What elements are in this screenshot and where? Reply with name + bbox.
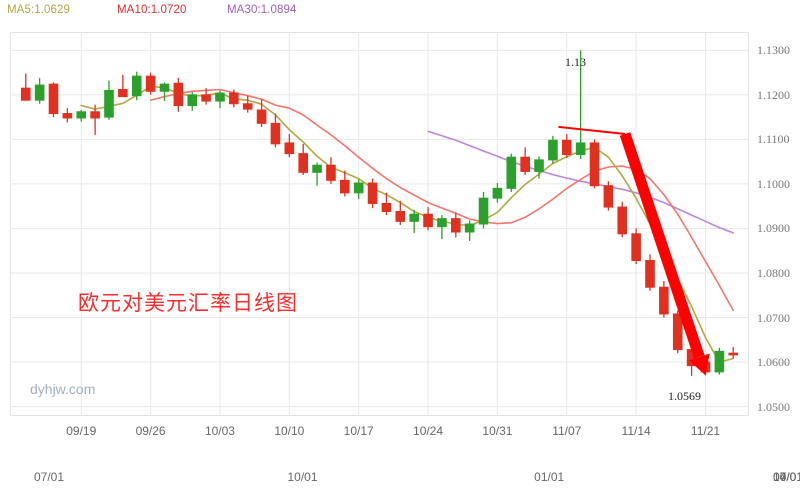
arrow-head [688,353,710,376]
y-axis-tick-label: 1.1000 [757,176,790,191]
candle [187,92,198,111]
candle [423,207,433,231]
y-axis-tick-label: 1.1300 [757,43,790,58]
candle [631,228,641,265]
chart-title: 欧元对美元汇率日线图 [78,291,298,315]
candle [645,254,655,291]
navigator-tick-label: 10/01 [287,470,318,484]
candle [450,212,461,238]
low-price-annotation: 1.0569 [668,389,701,403]
candle [478,191,489,229]
candle [284,134,295,158]
candle [506,153,517,192]
candle [90,104,100,135]
navigator-tick-label: 07/01 [33,470,65,484]
x-axis-tick-label: 11/07 [552,424,582,438]
candle [409,209,419,233]
candle [575,50,586,159]
ma30-legend-label: MA30:1.0894 [227,4,297,16]
candle [298,143,309,176]
candle [589,139,600,189]
candle-series [20,50,739,376]
candle [118,74,128,98]
navigator-tick-label: 10/01 [772,470,800,484]
trend-arrow [558,125,710,376]
arrow-shaft [619,132,705,359]
y-axis-tick-label: 1.0900 [757,221,790,236]
candle [201,88,211,105]
candle [561,134,572,159]
candle [34,77,45,104]
y-axis-tick-label: 1.0800 [757,265,790,280]
candle [714,347,725,375]
candle [603,181,614,211]
x-axis-tick-label: 10/03 [204,424,235,438]
y-axis-tick-label: 1.0600 [757,355,790,370]
candle [20,73,31,101]
candle [256,99,267,127]
x-axis-tick-label: 10/31 [482,424,513,438]
x-axis-tick-label: 11/14 [621,424,651,438]
candle [215,90,225,109]
candle [728,346,739,359]
watermark: dyhjw.com [30,381,96,397]
candle [104,80,114,120]
y-axis-tick-label: 1.0700 [757,310,790,325]
candle [270,113,281,148]
range-navigator[interactable]: 07/01 10/01 01/01 04/01 07/01 10/01 [0,448,800,492]
candle [145,72,156,95]
y-axis-tick-label: 1.1200 [757,87,790,102]
candle [326,157,336,184]
navigator-tick-label: 01/01 [534,470,565,484]
candle [520,147,530,176]
candle [367,178,378,208]
candle [340,170,350,197]
candle [437,215,447,240]
candle [312,162,322,186]
x-axis-tick-label: 09/26 [135,424,166,438]
ma5-legend-label: MA5:1.0629 [7,4,71,16]
grid-lines [10,32,749,416]
candle [617,201,628,238]
x-axis-tick-label: 11/21 [690,424,721,438]
candle [131,71,142,101]
candle [242,95,253,113]
candle [395,200,406,225]
candle [464,220,475,241]
candle [548,135,558,164]
navigator-tick-label: 07/01 [772,470,800,484]
candle [492,183,503,203]
arrow-guide [558,125,626,136]
x-axis-tick-label: 09/19 [66,424,97,438]
candle [173,77,184,112]
navigator-chart[interactable] [0,448,800,492]
x-axis-tick-label: 10/17 [343,424,374,438]
candle [534,156,544,179]
ma-legend: MA5:1.0629 MA10:1.0720 MA30:1.0894 [0,0,800,26]
navigator-tick-label: 04/01 [772,470,800,484]
candle [48,82,59,118]
candle [229,89,239,108]
candle [672,310,683,354]
candle [76,109,87,122]
ma10-legend-label: MA10:1.0720 [117,4,187,16]
high-price-annotation: 1.13 [565,55,586,69]
ma30-line [427,130,735,234]
y-axis-tick-label: 1.1100 [757,132,790,147]
candle [159,82,170,102]
candle [353,179,364,200]
y-axis-tick-label: 1.0500 [757,399,790,414]
x-axis-tick-label: 10/10 [274,424,305,438]
candle [659,281,669,318]
candlestick-plot[interactable] [0,0,800,448]
candle [381,192,392,216]
candle [62,108,73,123]
x-axis-tick-label: 10/24 [413,424,444,438]
